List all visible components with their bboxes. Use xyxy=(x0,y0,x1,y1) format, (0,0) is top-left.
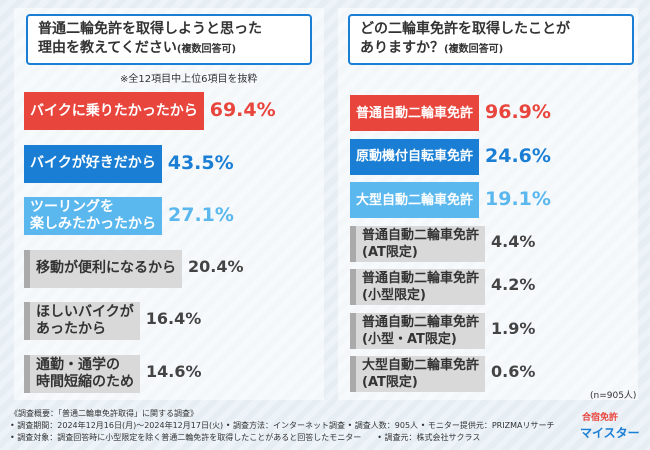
value-label: 4.4% xyxy=(491,231,536,251)
title-note: (複数回答可) xyxy=(176,44,237,55)
annotation: (n=905人) xyxy=(590,391,637,401)
category-box: バイクに乗りたかったから xyxy=(24,92,204,130)
category-box: 普通自動二輪車免許 (AT限定) xyxy=(350,225,486,262)
logo-line2: マイスター xyxy=(580,426,640,440)
value-label: 43.5% xyxy=(167,151,234,174)
value-label: 20.4% xyxy=(188,256,244,276)
value-label: 1.9% xyxy=(491,318,536,338)
category-box: 普通自動二輪車免許 xyxy=(350,95,480,131)
value-label: 4.2% xyxy=(491,275,536,294)
value-label: 24.6% xyxy=(485,144,551,167)
category-box: 移動が便利になるから xyxy=(24,249,182,288)
category-box: バイクが好きだから xyxy=(24,144,162,183)
category-box: 大型自動二輪車免許 (AT限定) xyxy=(350,356,486,392)
value-label: 69.4% xyxy=(209,99,276,121)
value-label: 14.6% xyxy=(146,361,202,381)
title-note: (複数回答可) xyxy=(444,44,504,55)
footer-line: 《調査概要：「普通二輪車免許取得」に関する調査》 xyxy=(10,409,198,418)
subtitle: ※全12項目中上位6項目を抜粋 xyxy=(120,74,258,85)
category-box: 普通自動二輪車免許 (小型・AT限定) xyxy=(350,312,486,349)
category-box: 大型自動二輪車免許 xyxy=(350,182,480,218)
category-box: 通勤・通学の 時間短縮のため xyxy=(24,354,140,393)
footer-line: • 調査期間：2024年12月16日(月)〜2024年12月17日(火) • 調… xyxy=(10,421,555,430)
value-label: 27.1% xyxy=(168,204,234,226)
value-label: 0.6% xyxy=(491,362,536,381)
value-label: 16.4% xyxy=(145,309,202,328)
category-box: 普通自動二輪車免許 (小型限定) xyxy=(350,269,486,305)
chart-title: どの二輪車免許を取得したことが ありますか？(複数回答可) xyxy=(348,14,634,65)
chart-title: 普通二輪免許を取得しようと思った 理由を教えてください(複数回答可) xyxy=(26,14,312,65)
category-box: 原動機付自転車免許 xyxy=(350,138,480,175)
footer-line: • 調査対象：調査回答時に小型限定を除く普通二輪免許を取得したことがあると回答し… xyxy=(10,433,481,442)
value-label: 96.9% xyxy=(485,101,551,123)
value-label: 19.1% xyxy=(485,188,551,210)
category-box: ツーリングを 楽しみたかったから xyxy=(24,197,162,235)
logo-line1: 合宿免許 xyxy=(582,413,619,423)
category-box: ほしいバイクが あったから xyxy=(24,302,140,340)
